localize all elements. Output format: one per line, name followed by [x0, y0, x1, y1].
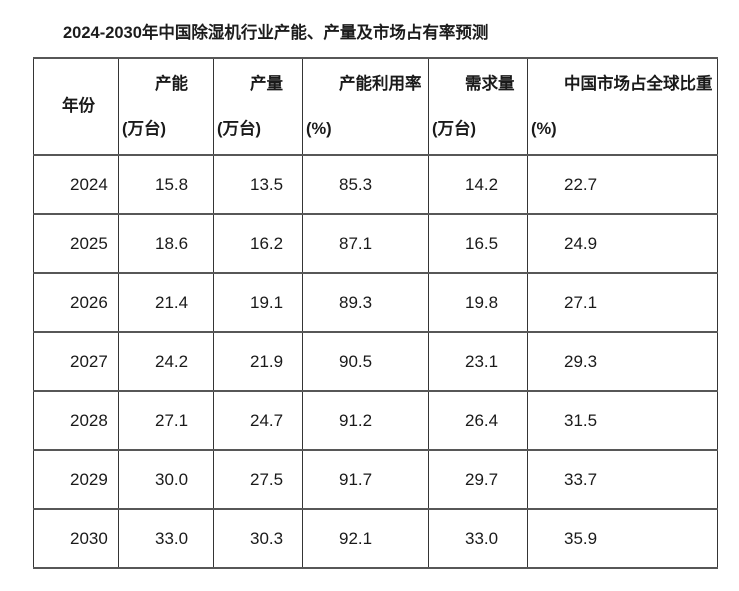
column-title: 产量	[250, 74, 283, 93]
column-unit: (%)	[306, 119, 332, 138]
cell-global-share: 29.3	[527, 331, 718, 392]
table-row-2027: 2027 24.2 21.9 90.5 23.1 29.3	[33, 331, 718, 392]
cell-output: 19.1	[213, 272, 303, 333]
header-cell-demand: 需求量 (万台)	[428, 57, 528, 156]
header-row: 年份 产能 (万台) 产量 (万台) 产	[33, 57, 718, 156]
cell-capacity: 30.0	[118, 449, 214, 510]
cell-output: 16.2	[213, 213, 303, 274]
cell-utilization: 91.2	[302, 390, 429, 451]
cell-utilization: 90.5	[302, 331, 429, 392]
header-cell-utilization: 产能利用率 (%)	[302, 57, 429, 156]
header-cell-capacity: 产能 (万台)	[118, 57, 214, 156]
column-title: 产能	[155, 74, 188, 93]
header-cell-year: 年份	[33, 57, 119, 156]
column-title: 产能利用率	[339, 74, 422, 93]
cell-year: 2028	[33, 390, 119, 451]
header-cell-global-share: 中国市场占全球比重 (%)	[527, 57, 718, 156]
cell-output: 21.9	[213, 331, 303, 392]
cell-demand: 16.5	[428, 213, 528, 274]
column-title: 需求量	[465, 74, 515, 93]
cell-utilization: 87.1	[302, 213, 429, 274]
cell-capacity: 15.8	[118, 154, 214, 215]
cell-global-share: 31.5	[527, 390, 718, 451]
cell-utilization: 89.3	[302, 272, 429, 333]
cell-utilization: 85.3	[302, 154, 429, 215]
cell-demand: 14.2	[428, 154, 528, 215]
column-unit: (万台)	[122, 119, 166, 138]
cell-demand: 33.0	[428, 508, 528, 569]
cell-capacity: 21.4	[118, 272, 214, 333]
cell-capacity: 27.1	[118, 390, 214, 451]
table-row-2025: 2025 18.6 16.2 87.1 16.5 24.9	[33, 213, 718, 274]
cell-capacity: 18.6	[118, 213, 214, 274]
cell-year: 2024	[33, 154, 119, 215]
forecast-table: 年份 产能 (万台) 产量 (万台) 产	[33, 57, 718, 569]
cell-demand: 23.1	[428, 331, 528, 392]
cell-year: 2025	[33, 213, 119, 274]
cell-global-share: 35.9	[527, 508, 718, 569]
column-title: 年份	[62, 97, 95, 115]
cell-capacity: 33.0	[118, 508, 214, 569]
table-row-2029: 2029 30.0 27.5 91.7 29.7 33.7	[33, 449, 718, 510]
column-unit: (万台)	[432, 119, 476, 138]
cell-year: 2030	[33, 508, 119, 569]
cell-output: 27.5	[213, 449, 303, 510]
cell-demand: 19.8	[428, 272, 528, 333]
table-row-2030: 2030 33.0 30.3 92.1 33.0 35.9	[33, 508, 718, 569]
cell-year: 2026	[33, 272, 119, 333]
column-unit: (万台)	[217, 119, 261, 138]
cell-global-share: 24.9	[527, 213, 718, 274]
cell-global-share: 22.7	[527, 154, 718, 215]
cell-output: 30.3	[213, 508, 303, 569]
cell-global-share: 33.7	[527, 449, 718, 510]
header-cell-output: 产量 (万台)	[213, 57, 303, 156]
column-unit: (%)	[531, 119, 557, 138]
cell-utilization: 92.1	[302, 508, 429, 569]
cell-year: 2029	[33, 449, 119, 510]
cell-demand: 26.4	[428, 390, 528, 451]
table-row-2024: 2024 15.8 13.5 85.3 14.2 22.7	[33, 154, 718, 215]
cell-output: 13.5	[213, 154, 303, 215]
cell-year: 2027	[33, 331, 119, 392]
cell-utilization: 91.7	[302, 449, 429, 510]
cell-demand: 29.7	[428, 449, 528, 510]
page-title: 2024-2030年中国除湿机行业产能、产量及市场占有率预测	[63, 24, 489, 42]
table-row-2026: 2026 21.4 19.1 89.3 19.8 27.1	[33, 272, 718, 333]
column-title: 中国市场占全球比重	[564, 74, 713, 93]
cell-global-share: 27.1	[527, 272, 718, 333]
cell-output: 24.7	[213, 390, 303, 451]
table-row-2028: 2028 27.1 24.7 91.2 26.4 31.5	[33, 390, 718, 451]
cell-capacity: 24.2	[118, 331, 214, 392]
